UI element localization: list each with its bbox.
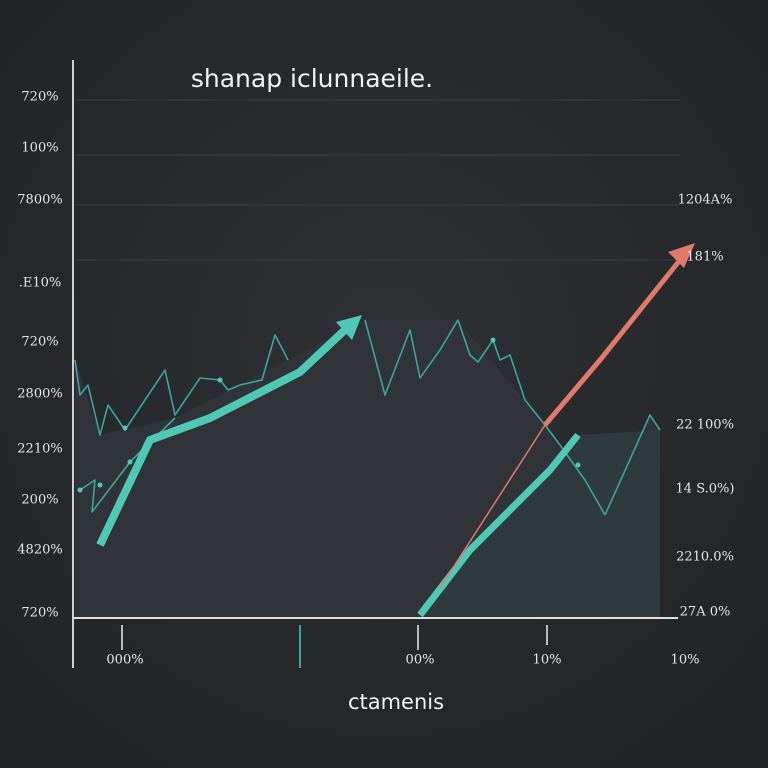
arrow-head: [668, 243, 695, 268]
chart-title: shanap iclunnaeile.: [191, 64, 433, 93]
y-label-left: 720%: [21, 335, 58, 350]
y-label-left: 7800%: [17, 193, 62, 208]
y-label-right: 2210.0%: [676, 550, 734, 565]
points: [77, 337, 581, 493]
area: [420, 430, 660, 618]
y-label-left: 100%: [21, 141, 58, 156]
y-label-left: 4820%: [17, 543, 62, 558]
y-label-left: 720%: [21, 90, 58, 105]
trend-line: [417, 432, 581, 618]
x-label: 10%: [671, 653, 700, 668]
ticks: [121, 625, 548, 668]
x-label: 00%: [406, 653, 435, 668]
thin-lines: [74, 319, 661, 516]
x-label: 10%: [533, 653, 562, 668]
y-label-right: 27A 0%: [680, 605, 731, 620]
labels: 720% 100% 7800% .E10% 720% 2800% 2210% 200% 4820…: [17, 90, 734, 668]
y-label-left: 2800%: [17, 387, 62, 402]
grid: [76, 99, 680, 261]
y-label-left: .E10%: [19, 276, 62, 291]
y-label-right: 22 100%: [676, 418, 734, 433]
y-label-left: 200%: [21, 493, 58, 508]
y-label-left: 2210%: [17, 442, 62, 457]
y-label-right: 14 S.0%): [676, 482, 735, 497]
red-arrow: [543, 258, 682, 427]
x-label: 000%: [106, 653, 143, 668]
y-label-right: 1204A%: [678, 193, 733, 208]
x-axis-title: ctamenis: [348, 690, 444, 714]
y-label-left: 720%: [21, 606, 58, 621]
y-label-right: 181%: [686, 250, 723, 265]
red-line: [439, 424, 546, 589]
arrow-head: [336, 315, 362, 340]
trend-arrow: [96, 324, 351, 547]
